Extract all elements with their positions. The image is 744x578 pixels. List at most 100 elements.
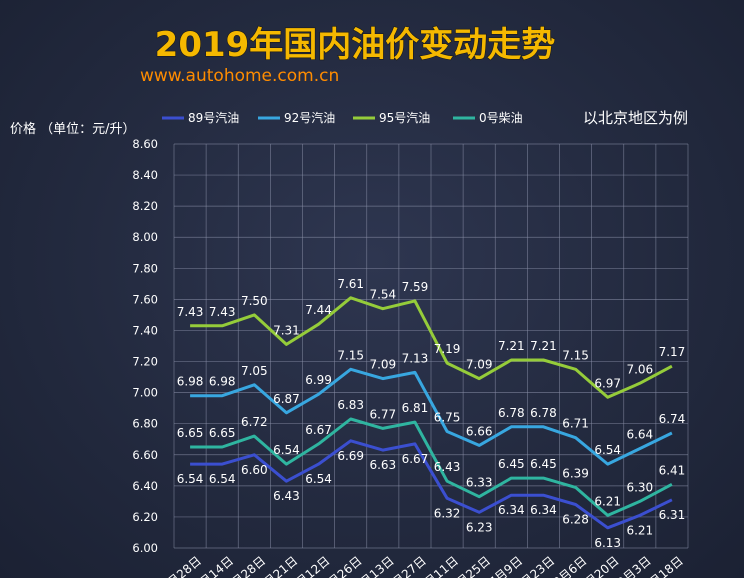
y-tick-label: 8.60 <box>132 137 158 151</box>
y-tick-label: 7.40 <box>132 323 158 337</box>
y-tick-label: 7.20 <box>132 355 158 369</box>
data-label: 7.09 <box>466 358 493 372</box>
data-label: 6.98 <box>177 375 204 389</box>
data-label: 7.61 <box>337 277 364 291</box>
x-tick-label: 9月3日 <box>615 554 654 578</box>
data-label: 6.60 <box>241 463 268 477</box>
legend-label: 0号柴油 <box>479 111 523 125</box>
legend: 89号汽油 92号汽油 95号汽油 0号柴油 <box>162 110 523 125</box>
data-label: 6.65 <box>209 426 236 440</box>
data-label: 6.69 <box>337 449 364 463</box>
data-label: 6.99 <box>305 373 332 387</box>
data-label: 6.87 <box>273 392 300 406</box>
data-label: 7.21 <box>498 339 525 353</box>
series-line <box>190 296 673 399</box>
data-label: 6.33 <box>466 476 493 490</box>
chart-title: 2019年国内油价变动走势 <box>155 25 556 65</box>
data-label: 6.43 <box>434 460 461 474</box>
series-lines <box>190 296 673 530</box>
data-label: 6.98 <box>209 375 236 389</box>
data-label: 6.77 <box>369 407 396 421</box>
data-label: 6.13 <box>594 536 621 550</box>
data-label: 7.21 <box>530 339 557 353</box>
data-label: 6.67 <box>402 452 429 466</box>
data-label: 7.06 <box>626 362 653 376</box>
y-axis-label: 价格 （单位：元/升） <box>10 121 136 137</box>
data-label: 6.34 <box>498 503 525 517</box>
data-label: 6.83 <box>337 398 364 412</box>
y-axis-ticks: 6.00 6.20 6.40 6.60 6.80 7.00 7.20 7.40 7.60 7.80… <box>132 137 158 555</box>
data-label: 7.19 <box>434 342 461 356</box>
data-label: 6.54 <box>594 443 621 457</box>
y-tick-label: 6.00 <box>132 541 158 555</box>
data-label: 6.97 <box>594 376 621 390</box>
x-tick-label: 1月28日 <box>159 554 204 578</box>
legend-label: 89号汽油 <box>188 110 239 125</box>
data-label: 6.54 <box>209 472 236 486</box>
data-label: 6.39 <box>562 466 589 480</box>
data-label: 6.65 <box>177 426 204 440</box>
y-tick-label: 8.40 <box>132 168 158 182</box>
data-label: 6.78 <box>498 406 525 420</box>
data-label: 6.78 <box>530 406 557 420</box>
y-tick-label: 6.80 <box>132 417 158 431</box>
legend-label: 95号汽油 <box>379 110 430 125</box>
data-label: 6.63 <box>369 458 396 472</box>
source-url: www.autohome.com.cn <box>140 66 339 86</box>
x-tick-label: 7月9日 <box>486 554 525 578</box>
y-tick-label: 7.60 <box>132 292 158 306</box>
data-label: 7.43 <box>209 305 236 319</box>
data-label: 6.54 <box>305 472 332 486</box>
data-label: 7.15 <box>337 348 364 362</box>
data-label: 7.05 <box>241 364 268 378</box>
series-line <box>190 439 673 530</box>
data-label: 6.75 <box>434 410 461 424</box>
data-label: 6.43 <box>273 489 300 503</box>
legend-label: 92号汽油 <box>284 110 335 125</box>
data-label: 6.66 <box>466 424 493 438</box>
grid <box>173 143 689 549</box>
data-label: 7.17 <box>659 345 686 359</box>
y-tick-label: 7.80 <box>132 261 158 275</box>
y-tick-label: 8.00 <box>132 230 158 244</box>
data-label: 6.71 <box>562 417 589 431</box>
data-labels: 6.54 6.54 6.60 6.43 6.54 6.69 6.63 6.67 6.32 6.23… <box>177 277 686 550</box>
data-label: 6.54 <box>273 443 300 457</box>
data-label: 6.21 <box>626 523 653 537</box>
data-label: 7.13 <box>402 351 429 365</box>
data-label: 6.28 <box>562 512 589 526</box>
data-label: 7.59 <box>402 280 429 294</box>
data-label: 6.74 <box>659 412 686 426</box>
data-label: 7.50 <box>241 294 268 308</box>
y-tick-label: 6.20 <box>132 510 158 524</box>
data-label: 6.34 <box>530 503 557 517</box>
data-label: 6.23 <box>466 520 493 534</box>
data-label: 6.81 <box>402 401 429 415</box>
data-label: 6.45 <box>530 457 557 471</box>
data-label: 6.67 <box>305 423 332 437</box>
data-label: 6.21 <box>594 494 621 508</box>
data-label: 6.31 <box>659 508 686 522</box>
data-label: 7.09 <box>369 358 396 372</box>
data-label: 7.31 <box>273 323 300 337</box>
y-tick-label: 7.00 <box>132 386 158 400</box>
data-label: 6.41 <box>659 463 686 477</box>
series-line <box>190 367 673 466</box>
y-tick-label: 6.60 <box>132 448 158 462</box>
x-tick-label: 8月6日 <box>550 554 589 578</box>
data-label: 6.30 <box>626 480 653 494</box>
data-label: 6.54 <box>177 472 204 486</box>
data-label: 7.43 <box>177 305 204 319</box>
data-label: 7.44 <box>305 303 332 317</box>
y-tick-label: 8.20 <box>132 199 158 213</box>
x-axis-ticks: 1月28日2月14日2月28日3月21日4月12日4月26日5月13日5月27日… <box>159 554 686 578</box>
y-tick-label: 6.40 <box>132 479 158 493</box>
data-label: 6.45 <box>498 457 525 471</box>
data-label: 6.32 <box>434 506 461 520</box>
data-label: 6.72 <box>241 415 268 429</box>
data-label: 7.15 <box>562 348 589 362</box>
series-line <box>190 417 673 517</box>
data-label: 7.54 <box>369 288 396 302</box>
data-label: 6.64 <box>626 428 653 442</box>
